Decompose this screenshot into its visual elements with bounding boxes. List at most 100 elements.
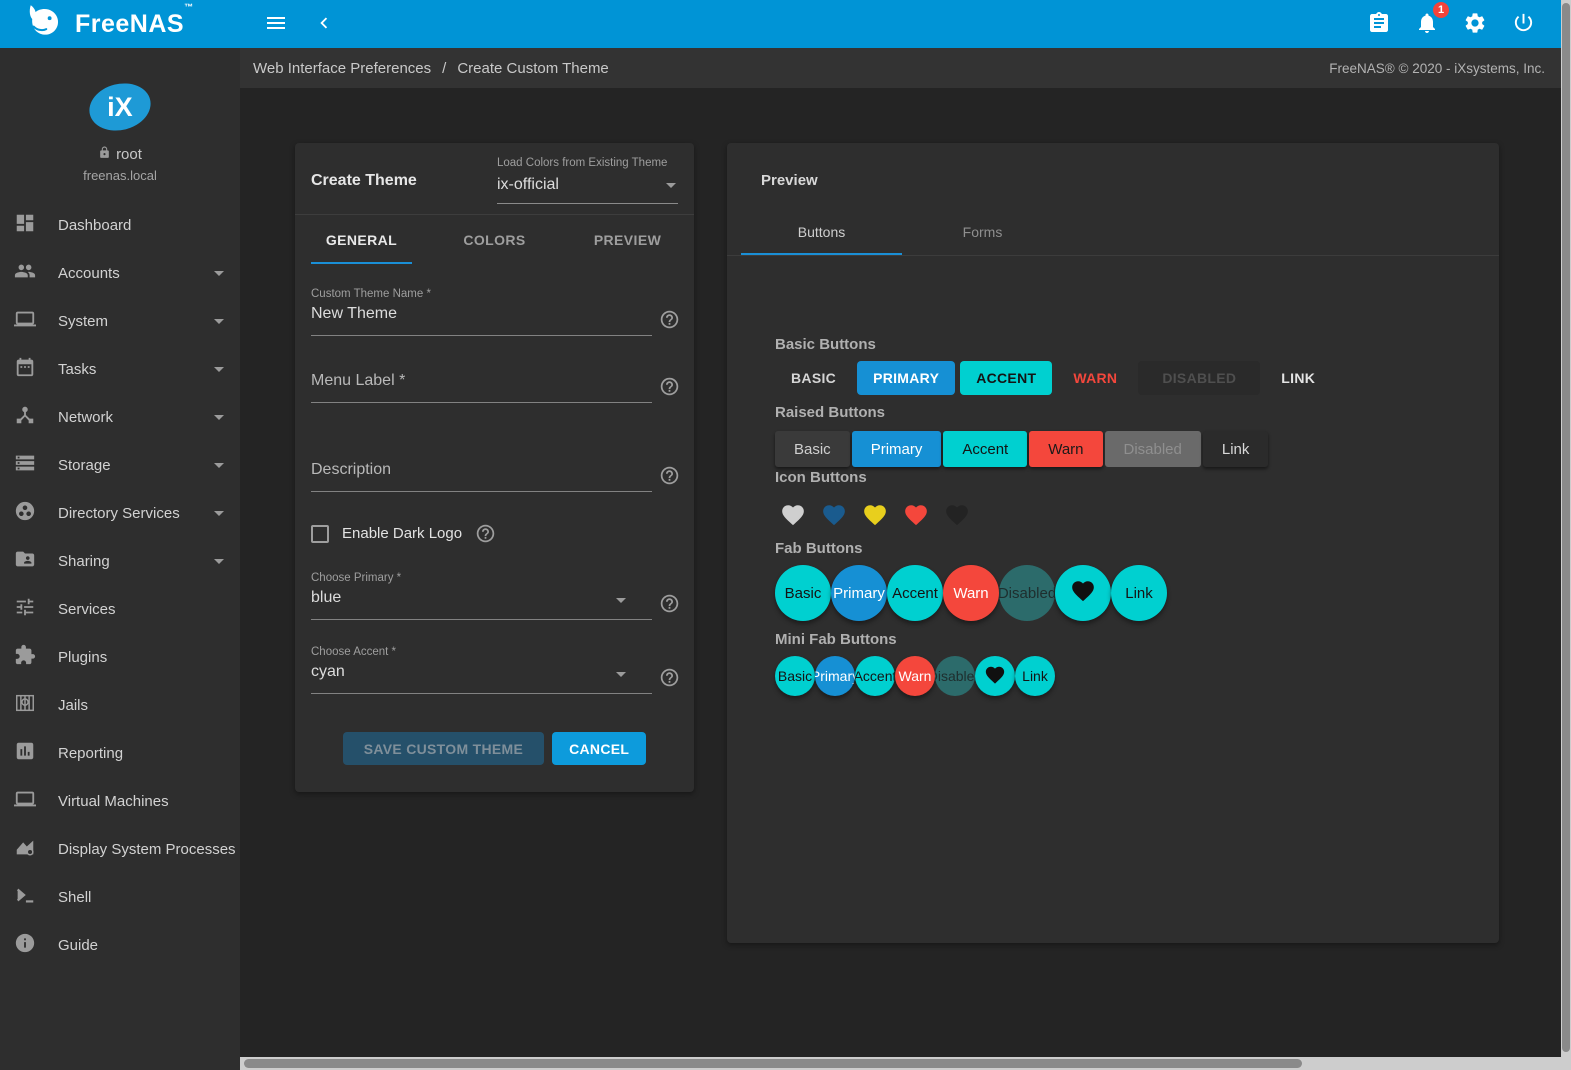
chevron-down-icon <box>214 558 224 564</box>
dashboard-icon <box>14 212 36 239</box>
sidebar-item-tasks[interactable]: Tasks <box>0 345 240 393</box>
icon-buttons-row <box>775 502 1451 528</box>
basic-button-warn[interactable]: WARN <box>1057 361 1133 395</box>
chevron-left-icon <box>313 12 335 37</box>
sidebar-nav: Dashboard Accounts System Tasks Network … <box>0 201 240 969</box>
sidebar-item-reporting[interactable]: Reporting <box>0 729 240 777</box>
power-button[interactable] <box>1503 4 1543 44</box>
chevron-down-icon <box>214 366 224 372</box>
horizontal-scrollbar-thumb[interactable] <box>244 1059 1302 1068</box>
settings-button[interactable] <box>1455 4 1495 44</box>
sidebar-item-jails[interactable]: Jails <box>0 681 240 729</box>
fab-button-accent[interactable]: Accent <box>887 565 943 621</box>
gear-icon <box>1463 11 1487 38</box>
back-button[interactable] <box>304 4 344 44</box>
basic-button-primary[interactable]: PRIMARY <box>857 361 956 395</box>
raised-button-link[interactable]: Link <box>1202 431 1269 467</box>
sidebar-item-directory-services[interactable]: Directory Services <box>0 489 240 537</box>
help-icon[interactable] <box>475 523 496 544</box>
sidebar-item-dashboard[interactable]: Dashboard <box>0 201 240 249</box>
description-input[interactable]: Description <box>311 461 652 492</box>
bell-icon <box>1415 11 1439 38</box>
ix-logo: iX <box>84 77 156 137</box>
sidebar-toggle-button[interactable] <box>256 4 296 44</box>
tab-preview[interactable]: PREVIEW <box>593 231 662 248</box>
create-theme-tabs: GENERAL COLORS PREVIEW <box>295 215 694 264</box>
mini-fab-button-link[interactable]: Link <box>1015 656 1055 696</box>
menu-label-input[interactable]: Menu Label * <box>311 372 652 403</box>
raised-button-accent[interactable]: Accent <box>943 431 1028 467</box>
raised-button-warn[interactable]: Warn <box>1029 431 1103 467</box>
mini-fab-button-heart[interactable] <box>975 656 1015 696</box>
notifications-button[interactable]: 1 <box>1407 2 1449 44</box>
load-theme-select[interactable]: ix-official <box>497 169 678 204</box>
description-field: Description <box>311 461 680 492</box>
basic-button-basic[interactable]: BASIC <box>775 361 852 395</box>
fab-button-heart[interactable] <box>1055 565 1111 621</box>
basic-button-accent[interactable]: ACCENT <box>960 361 1053 395</box>
tab-buttons[interactable]: Buttons <box>741 210 902 255</box>
heart-icon-default[interactable] <box>780 502 806 528</box>
raised-button-basic[interactable]: Basic <box>775 431 850 467</box>
help-icon[interactable] <box>659 465 680 486</box>
vertical-scrollbar-thumb[interactable] <box>1562 3 1570 1052</box>
save-button[interactable]: SAVE CUSTOM THEME <box>342 732 545 765</box>
mini-fab-button-warn[interactable]: Warn <box>895 656 935 696</box>
folder-shared-icon <box>14 548 36 575</box>
choose-primary-label: Choose Primary * <box>311 572 402 584</box>
mini-fab-button-primary[interactable]: Primary <box>815 656 855 696</box>
breadcrumb-current: Create Custom Theme <box>457 59 609 77</box>
help-icon[interactable] <box>659 376 680 397</box>
breadcrumb-section[interactable]: Web Interface Preferences <box>253 59 432 77</box>
sidebar-item-display-system-processes[interactable]: Display System Processes <box>0 825 240 873</box>
sidebar-item-storage[interactable]: Storage <box>0 441 240 489</box>
cancel-button[interactable]: CANCEL <box>552 732 647 765</box>
sidebar-item-services[interactable]: Services <box>0 585 240 633</box>
heart-icon <box>1070 578 1096 608</box>
fab-button-warn[interactable]: Warn <box>943 565 999 621</box>
mini-fab-button-accent[interactable]: Accent <box>855 656 895 696</box>
tab-forms[interactable]: Forms <box>962 224 1003 240</box>
task-manager-button[interactable] <box>1359 4 1399 44</box>
puzzle-icon <box>14 644 36 671</box>
load-theme-label: Load Colors from Existing Theme <box>497 157 668 169</box>
sidebar-item-guide[interactable]: Guide <box>0 921 240 969</box>
fab-buttons-heading: Fab Buttons <box>775 540 863 557</box>
sidebar-item-accounts[interactable]: Accounts <box>0 249 240 297</box>
heart-icon-warn[interactable] <box>903 502 929 528</box>
choose-primary-select[interactable]: blue <box>311 589 652 620</box>
help-icon[interactable] <box>659 667 680 688</box>
raised-button-primary[interactable]: Primary <box>851 431 942 467</box>
heart-icon-yellow[interactable] <box>862 502 888 528</box>
theme-name-input[interactable]: New Theme <box>311 305 652 336</box>
heart-icon-primary[interactable] <box>821 502 847 528</box>
sidebar-item-system[interactable]: System <box>0 297 240 345</box>
sidebar-item-sharing[interactable]: Sharing <box>0 537 240 585</box>
basic-button-link[interactable]: LINK <box>1265 361 1331 395</box>
tab-colors[interactable]: COLORS <box>463 231 526 248</box>
fab-button-basic[interactable]: Basic <box>775 565 831 621</box>
divider <box>295 214 694 215</box>
sidebar-item-shell[interactable]: Shell <box>0 873 240 921</box>
laptop-icon <box>14 788 36 815</box>
help-icon[interactable] <box>659 309 680 330</box>
chevron-down-icon <box>214 414 224 420</box>
choose-accent-select[interactable]: cyan <box>311 663 652 694</box>
basic-buttons-row: BASIC PRIMARY ACCENT WARN DISABLED LINK <box>775 361 1451 395</box>
chevron-down-icon <box>214 510 224 516</box>
sidebar-item-network[interactable]: Network <box>0 393 240 441</box>
chevron-down-icon <box>214 318 224 324</box>
sidebar-item-virtual-machines[interactable]: Virtual Machines <box>0 777 240 825</box>
tab-general[interactable]: GENERAL <box>295 215 428 264</box>
dark-logo-checkbox[interactable] <box>311 524 329 543</box>
mini-fab-button-basic[interactable]: Basic <box>775 656 815 696</box>
notification-badge: 1 <box>1433 2 1449 18</box>
jail-cage-icon <box>14 692 36 719</box>
help-icon[interactable] <box>659 593 680 614</box>
heart-icon-dark[interactable] <box>944 502 970 528</box>
hamburger-menu-icon <box>264 11 288 38</box>
theme-name-field: Custom Theme Name * New Theme <box>311 288 680 336</box>
fab-button-link[interactable]: Link <box>1111 565 1167 621</box>
fab-button-primary[interactable]: Primary <box>831 565 887 621</box>
sidebar-item-plugins[interactable]: Plugins <box>0 633 240 681</box>
